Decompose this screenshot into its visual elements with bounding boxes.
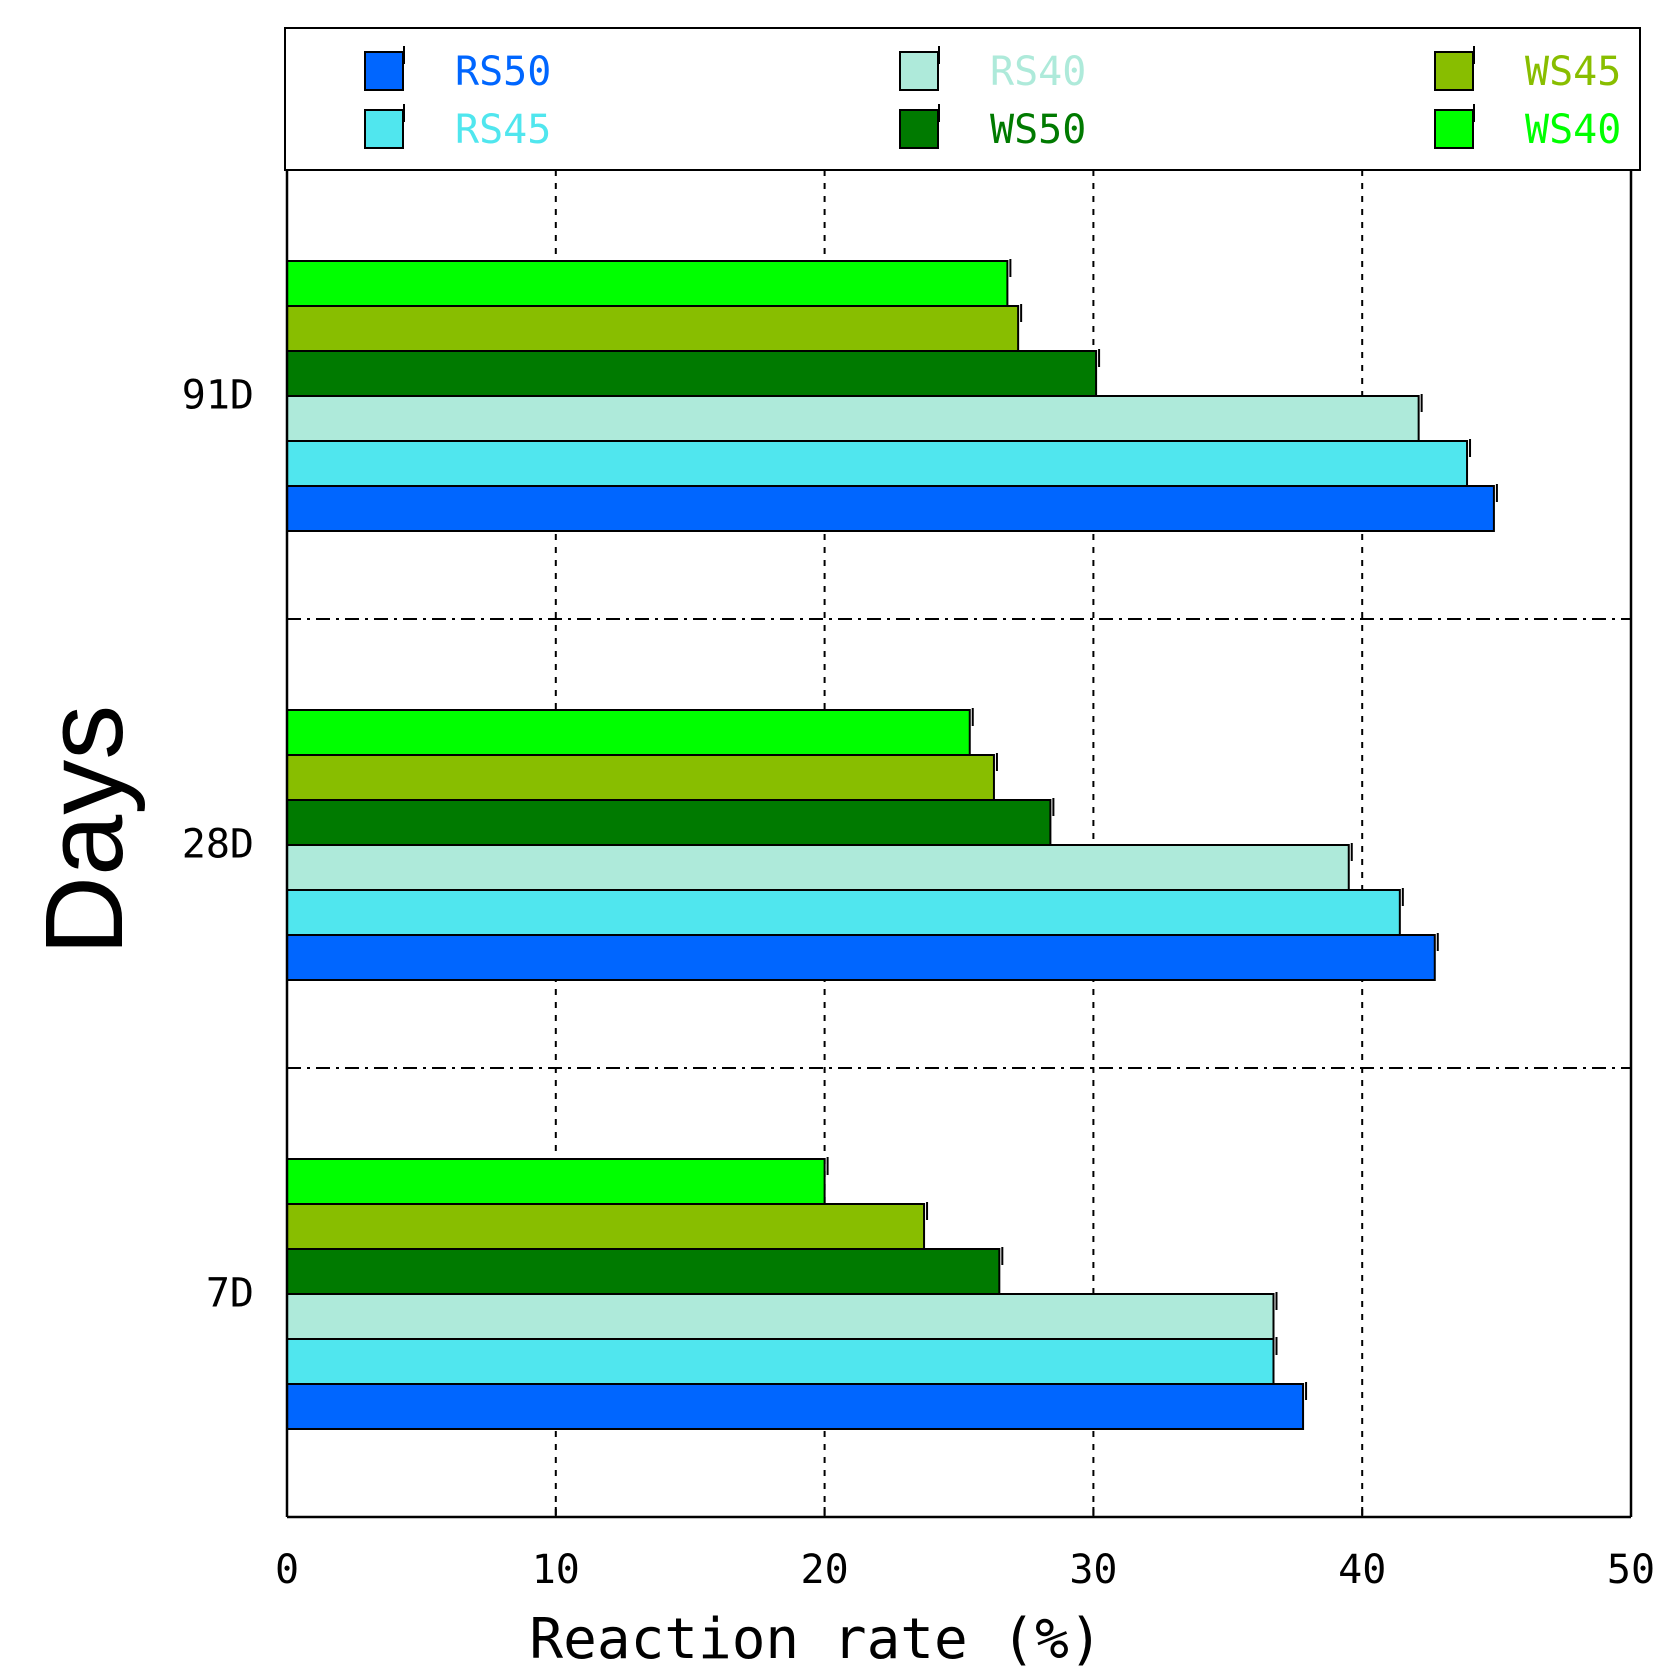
legend-label-rs45: RS45 xyxy=(455,107,551,153)
legend-swatch-rs45 xyxy=(364,109,404,149)
bars xyxy=(286,259,1498,1430)
bar-rs40-7d xyxy=(286,1293,1275,1340)
bar-ws45-91d xyxy=(286,305,1020,352)
legend-label-ws45: WS45 xyxy=(1525,49,1621,95)
legend-label-ws40: WS40 xyxy=(1525,107,1621,153)
x-axis-title: Reaction rate (%) xyxy=(529,1607,1102,1672)
legend-swatch-rs40 xyxy=(899,51,939,91)
category-label: 91D xyxy=(182,373,254,419)
bar-ws50-7d xyxy=(286,1248,1001,1295)
y-axis-title: Days xyxy=(23,705,146,956)
bar-ws45-7d xyxy=(286,1203,926,1250)
category-label: 7D xyxy=(206,1271,254,1317)
bar-ws45-28d xyxy=(286,754,995,801)
legend-box xyxy=(284,27,1641,171)
bar-rs50-7d xyxy=(286,1383,1305,1430)
legend: RS50 RS45 RS40 WS50 WS45 WS40 xyxy=(284,27,1641,171)
bar-ws50-28d xyxy=(286,799,1052,846)
axes: 7D 28D 91D 0 10 20 30 40 50 xyxy=(182,28,1655,1593)
bar-rs50-28d xyxy=(286,934,1436,981)
x-tick-label: 10 xyxy=(532,1547,580,1593)
bar-rs45-91d xyxy=(286,440,1469,487)
legend-swatch-rs50 xyxy=(364,51,404,91)
bar-rs40-91d xyxy=(286,395,1420,442)
bar-rs45-7d xyxy=(286,1338,1275,1385)
bar-ws40-7d xyxy=(286,1158,826,1205)
legend-swatch-ws45 xyxy=(1434,51,1474,91)
bar-ws50-91d xyxy=(286,350,1098,397)
legend-swatch-ws40 xyxy=(1434,109,1474,149)
bar-rs50-91d xyxy=(286,485,1495,532)
category-label: 28D xyxy=(182,822,254,868)
legend-label-ws50: WS50 xyxy=(990,107,1086,153)
bar-rs45-28d xyxy=(286,889,1401,936)
legend-swatch-ws50 xyxy=(899,109,939,149)
bar-ws40-28d xyxy=(286,709,971,756)
x-tick-label: 30 xyxy=(1069,1547,1117,1593)
legend-label-rs40: RS40 xyxy=(990,49,1086,95)
x-tick-label: 50 xyxy=(1607,1547,1655,1593)
bar-ws40-91d xyxy=(286,260,1009,307)
legend-label-rs50: RS50 xyxy=(455,49,551,95)
bar-rs40-28d xyxy=(286,844,1350,891)
x-tick-label: 0 xyxy=(275,1547,299,1593)
x-tick-label: 40 xyxy=(1338,1547,1386,1593)
x-tick-label: 20 xyxy=(801,1547,849,1593)
